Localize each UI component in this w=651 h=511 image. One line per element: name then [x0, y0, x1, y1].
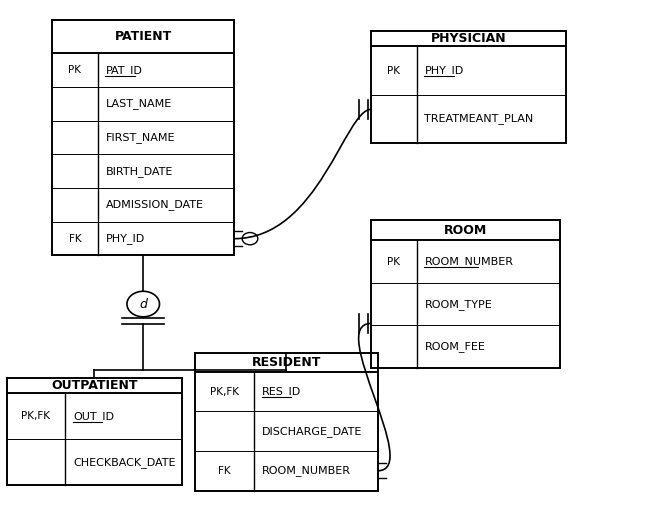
Text: PHY_ID: PHY_ID	[424, 65, 464, 76]
Text: PHY_ID: PHY_ID	[105, 233, 145, 244]
Bar	[371, 220, 560, 368]
Bar	[371, 31, 566, 143]
Text: PK: PK	[387, 257, 400, 267]
Text: ROOM: ROOM	[444, 224, 487, 237]
Text: ROOM_FEE: ROOM_FEE	[424, 341, 486, 352]
Text: FK: FK	[218, 466, 231, 476]
Text: PK,FK: PK,FK	[210, 387, 239, 397]
Text: PHYSICIAN: PHYSICIAN	[431, 32, 506, 45]
Text: PATIENT: PATIENT	[115, 30, 172, 43]
Bar	[195, 353, 378, 491]
Text: ROOM_NUMBER: ROOM_NUMBER	[262, 466, 351, 476]
Text: PAT_ID: PAT_ID	[105, 65, 143, 76]
Text: d: d	[139, 297, 147, 311]
Bar	[52, 20, 234, 256]
Text: LAST_NAME: LAST_NAME	[105, 99, 172, 109]
Text: RESIDENT: RESIDENT	[252, 356, 321, 369]
Text: BIRTH_DATE: BIRTH_DATE	[105, 166, 173, 177]
Text: PK: PK	[68, 65, 81, 75]
Text: OUT_ID: OUT_ID	[73, 411, 114, 422]
Text: ROOM_NUMBER: ROOM_NUMBER	[424, 256, 514, 267]
Text: FIRST_NAME: FIRST_NAME	[105, 132, 175, 143]
Text: PK: PK	[387, 65, 400, 76]
Bar	[7, 378, 182, 485]
Text: TREATMEANT_PLAN: TREATMEANT_PLAN	[424, 113, 534, 124]
Text: DISCHARGE_DATE: DISCHARGE_DATE	[262, 426, 362, 437]
Text: FK: FK	[68, 234, 81, 244]
Text: PK,FK: PK,FK	[21, 411, 50, 421]
Text: CHECKBACK_DATE: CHECKBACK_DATE	[73, 457, 175, 468]
Text: OUTPATIENT: OUTPATIENT	[51, 379, 137, 392]
Text: ADMISSION_DATE: ADMISSION_DATE	[105, 199, 204, 211]
Text: RES_ID: RES_ID	[262, 386, 301, 397]
Text: ROOM_TYPE: ROOM_TYPE	[424, 299, 492, 310]
